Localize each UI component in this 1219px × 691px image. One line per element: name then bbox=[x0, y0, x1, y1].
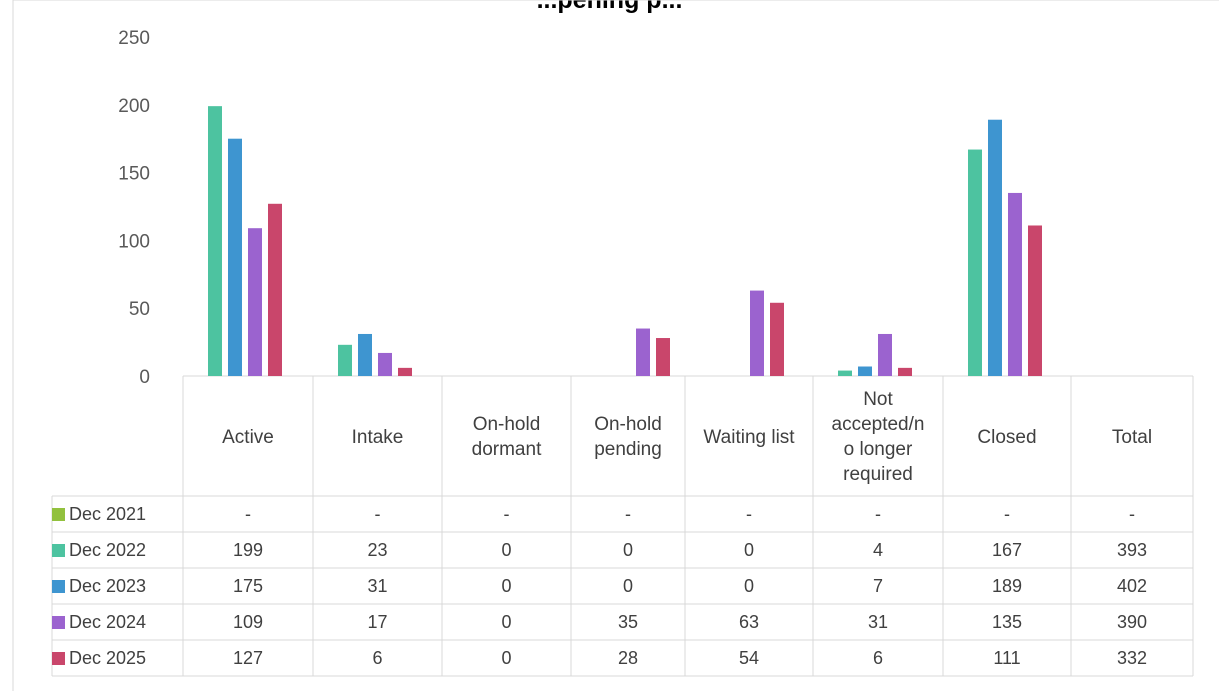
legend-label: Dec 2023 bbox=[69, 575, 147, 596]
data-label: - bbox=[875, 503, 881, 524]
data-label: 111 bbox=[993, 647, 1021, 668]
legend-swatch bbox=[52, 615, 65, 629]
bar bbox=[988, 119, 1002, 376]
legend-entry: Dec 2023 bbox=[52, 568, 172, 604]
data-label: 135 bbox=[991, 611, 1023, 632]
data-label: 54 bbox=[738, 647, 760, 668]
data-label: 175 bbox=[232, 575, 264, 596]
bar bbox=[268, 203, 282, 376]
bar bbox=[228, 138, 242, 376]
data-label: 393 bbox=[1116, 539, 1148, 560]
y-tick-label: 100 bbox=[118, 231, 150, 252]
data-label: 17 bbox=[367, 611, 388, 632]
bar bbox=[636, 328, 650, 376]
y-tick-label: 150 bbox=[118, 164, 150, 185]
data-label: - bbox=[746, 503, 752, 524]
bar bbox=[878, 333, 892, 376]
data-label: - bbox=[503, 503, 510, 524]
data-label: 199 bbox=[232, 539, 264, 560]
category-label: Closed bbox=[977, 426, 1037, 448]
data-label: 23 bbox=[367, 539, 388, 560]
chart-title: ...pening p... bbox=[536, 0, 683, 14]
bar bbox=[1028, 225, 1042, 376]
category-label: Intake bbox=[351, 426, 404, 448]
data-label: - bbox=[1129, 503, 1135, 524]
legend-label: Dec 2021 bbox=[69, 503, 147, 524]
legend-swatch bbox=[52, 579, 65, 593]
data-label: 28 bbox=[617, 647, 639, 668]
data-label: 402 bbox=[1116, 575, 1148, 596]
data-label: 0 bbox=[501, 611, 512, 632]
data-label: - bbox=[1004, 503, 1010, 524]
data-label: 0 bbox=[622, 539, 633, 560]
y-tick-label: 250 bbox=[118, 28, 150, 49]
legend-swatch bbox=[52, 507, 65, 521]
bar bbox=[208, 106, 222, 376]
legend-entry: Dec 2024 bbox=[52, 604, 172, 640]
data-label: 167 bbox=[991, 539, 1023, 560]
bar bbox=[898, 367, 912, 376]
data-label: - bbox=[374, 503, 381, 524]
bar bbox=[968, 149, 982, 376]
bar bbox=[838, 370, 852, 376]
legend-label: Dec 2024 bbox=[69, 611, 147, 632]
data-label: 0 bbox=[743, 539, 754, 560]
category-label: Total bbox=[1111, 426, 1153, 448]
y-tick-label: 0 bbox=[139, 367, 150, 388]
data-label: - bbox=[245, 503, 251, 524]
data-label: 31 bbox=[867, 611, 889, 632]
data-label: 109 bbox=[232, 611, 264, 632]
data-label: 0 bbox=[501, 647, 512, 668]
bar bbox=[248, 228, 262, 376]
data-label: - bbox=[625, 503, 631, 524]
data-label: 0 bbox=[501, 575, 512, 596]
category-label: On-hold pending bbox=[594, 414, 662, 460]
bar bbox=[398, 367, 412, 376]
legend-entry: Dec 2021 bbox=[52, 496, 172, 532]
data-label: 6 bbox=[872, 647, 883, 668]
category-label: Waiting list bbox=[703, 426, 795, 448]
data-label: 0 bbox=[622, 575, 633, 596]
y-tick-label: 200 bbox=[118, 96, 150, 117]
legend-entry: Dec 2025 bbox=[52, 640, 172, 676]
bar bbox=[770, 302, 784, 376]
data-label: 0 bbox=[501, 539, 512, 560]
bar bbox=[358, 333, 372, 376]
data-label: 63 bbox=[738, 611, 760, 632]
bar bbox=[338, 344, 352, 376]
data-label: 35 bbox=[617, 611, 639, 632]
legend-label: Dec 2025 bbox=[69, 647, 147, 668]
data-label: 189 bbox=[991, 575, 1023, 596]
data-label: 6 bbox=[372, 647, 383, 668]
legend-swatch bbox=[52, 651, 65, 665]
data-label: 0 bbox=[743, 575, 754, 596]
legend-swatch bbox=[52, 543, 65, 557]
category-label: Active bbox=[222, 426, 274, 448]
data-label: 4 bbox=[872, 539, 883, 560]
legend-label: Dec 2022 bbox=[69, 539, 147, 560]
data-label: 127 bbox=[232, 647, 264, 668]
bar bbox=[656, 338, 670, 376]
bar bbox=[858, 366, 872, 376]
category-label: On-hold dormant bbox=[471, 414, 542, 460]
data-label: 390 bbox=[1116, 611, 1148, 632]
data-label: 332 bbox=[1116, 647, 1148, 668]
data-label: 31 bbox=[367, 575, 388, 596]
bar bbox=[1008, 192, 1022, 376]
bar bbox=[378, 352, 392, 376]
category-label: Not accepted/n o longer required bbox=[831, 389, 925, 485]
legend-entry: Dec 2022 bbox=[52, 532, 172, 568]
bar bbox=[750, 290, 764, 376]
data-label: 7 bbox=[872, 575, 883, 596]
y-tick-label: 50 bbox=[129, 299, 150, 320]
